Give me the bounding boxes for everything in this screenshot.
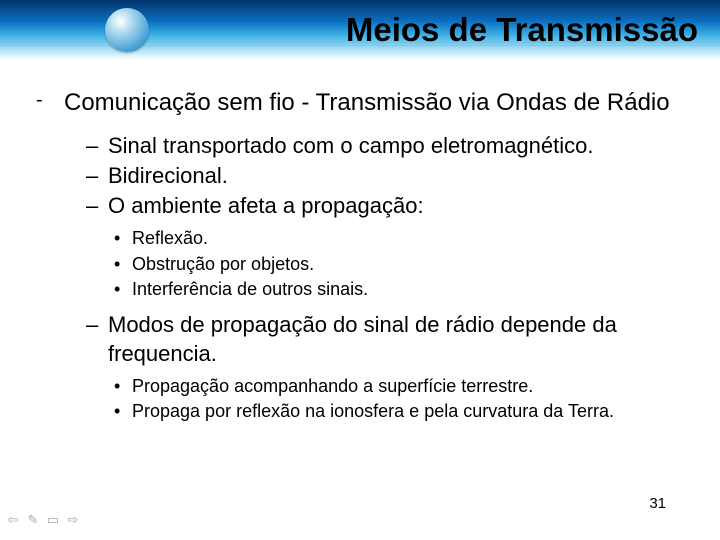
nav-icons: ⇦ ✎ ▭ ⇨ [6, 512, 80, 528]
sub-sub-text: Propaga por reflexão na ionosfera e pela… [132, 399, 614, 423]
main-bullet-text: Comunicação sem fio - Transmissão via On… [64, 88, 670, 118]
sub-item: – Modos de propagação do sinal de rádio … [86, 311, 684, 367]
bullet-dot: • [114, 252, 132, 276]
sub-list-1: – Sinal transportado com o campo eletrom… [36, 132, 684, 220]
sub-sub-text: Propagação acompanhando a superfície ter… [132, 374, 533, 398]
bullet-dot: • [114, 399, 132, 423]
sub-sub-text: Obstrução por objetos. [132, 252, 314, 276]
sub-item: – Bidirecional. [86, 162, 684, 190]
sub-sub-list-1: • Reflexão. • Obstrução por objetos. • I… [36, 226, 684, 301]
sub-dash: – [86, 192, 108, 220]
sub-dash: – [86, 132, 108, 160]
sub-list-2: – Modos de propagação do sinal de rádio … [36, 311, 684, 367]
sub-dash: – [86, 311, 108, 367]
bullet-dot: • [114, 374, 132, 398]
bullet-dot: • [114, 226, 132, 250]
globe-icon [105, 8, 149, 52]
main-bullet: - Comunicação sem fio - Transmissão via … [36, 88, 684, 118]
bullet-dot: • [114, 277, 132, 301]
sub-sub-item: • Obstrução por objetos. [114, 252, 684, 276]
sub-item-text: Modos de propagação do sinal de rádio de… [108, 311, 684, 367]
sub-item: – Sinal transportado com o campo eletrom… [86, 132, 684, 160]
sub-sub-list-2: • Propagação acompanhando a superfície t… [36, 374, 684, 424]
page-number: 31 [649, 495, 666, 512]
nav-pen-icon[interactable]: ✎ [26, 512, 40, 528]
sub-sub-item: • Interferência de outros sinais. [114, 277, 684, 301]
bullet-dash: - [36, 88, 64, 118]
sub-dash: – [86, 162, 108, 190]
nav-prev-icon[interactable]: ⇦ [6, 512, 20, 528]
nav-next-icon[interactable]: ⇨ [66, 512, 80, 528]
sub-sub-item: • Reflexão. [114, 226, 684, 250]
sub-item-text: Sinal transportado com o campo eletromag… [108, 132, 593, 160]
sub-item: – O ambiente afeta a propagação: [86, 192, 684, 220]
sub-sub-item: • Propagação acompanhando a superfície t… [114, 374, 684, 398]
sub-item-text: Bidirecional. [108, 162, 228, 190]
sub-sub-item: • Propaga por reflexão na ionosfera e pe… [114, 399, 684, 423]
sub-sub-text: Reflexão. [132, 226, 208, 250]
header-band: Meios de Transmissão [0, 0, 720, 60]
slide-content: - Comunicação sem fio - Transmissão via … [0, 60, 720, 423]
nav-screen-icon[interactable]: ▭ [46, 512, 60, 528]
sub-sub-text: Interferência de outros sinais. [132, 277, 368, 301]
sub-item-text: O ambiente afeta a propagação: [108, 192, 424, 220]
slide-title: Meios de Transmissão [346, 11, 698, 49]
